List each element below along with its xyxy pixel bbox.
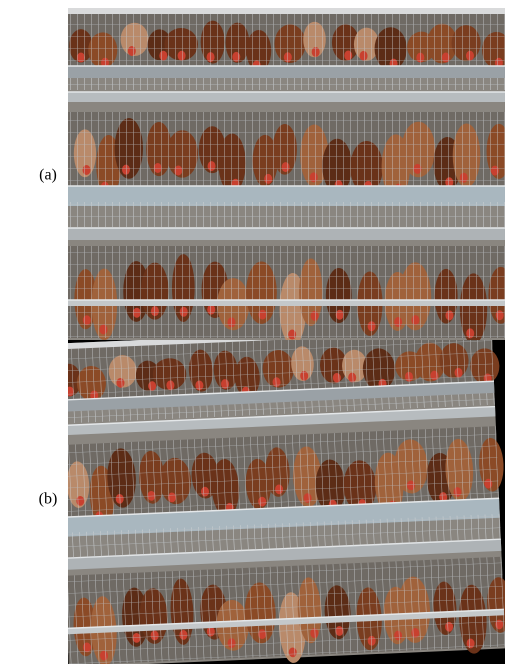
photo-warp — [55, 324, 505, 664]
panel-label: (b) — [39, 491, 58, 508]
photo-content — [55, 324, 505, 664]
panel-label: (a) — [39, 167, 57, 184]
photo-a — [68, 8, 505, 345]
photo-b — [55, 324, 505, 664]
photo-content — [68, 8, 505, 345]
figure: (a) (b) — [0, 0, 505, 664]
